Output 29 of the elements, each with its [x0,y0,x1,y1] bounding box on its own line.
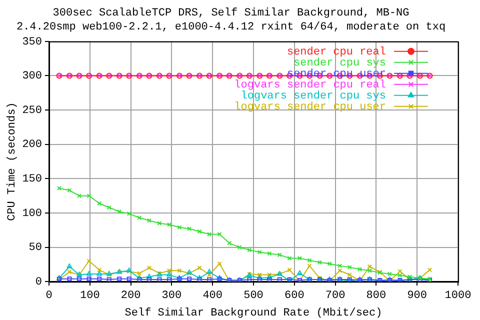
x-tick-label: 700 [325,290,346,302]
y-tick-label: 50 [28,242,42,254]
y-tick-label: 0 [35,276,42,289]
y-tick-label: 100 [22,208,42,220]
x-tick-label: 400 [202,290,223,302]
x-tick-label: 300 [162,290,182,302]
chart-subtitle: 2.4.20smp web100-2.2.1, e1000-4.4.12 rxint 64/64, moderate on txq [16,22,446,34]
y-axis-title: CPU Time (seconds) [6,102,19,221]
chart-title: 300sec ScalableTCP DRS, Self Similar Background, MB-NG [52,8,410,20]
legend-label: sender cpu user [286,68,386,80]
x-tick-label: 100 [80,290,100,302]
legend-label: logvars sender cpu user [234,101,386,114]
x-tick-label: 1000 [444,290,472,302]
x-tick-label: 0 [46,290,52,302]
legend-label: logvars sender cpu real [234,79,386,92]
legend-label: sender cpu real [286,46,386,58]
y-tick-label: 200 [22,139,42,152]
legend-label: sender cpu sys [294,57,386,70]
x-tick-label: 900 [407,290,428,302]
x-tick-label: 500 [244,290,264,302]
y-tick-label: 300 [22,70,42,83]
y-tick-label: 350 [22,36,42,48]
y-tick-label: 250 [22,104,42,117]
y-tick-label: 150 [22,174,42,186]
legend-label: logvars sender cpu sys [240,90,386,102]
x-tick-label: 600 [284,290,304,302]
x-axis-title: Self Similar Background Rate (Mbit/sec) [124,307,382,320]
x-tick-label: 800 [366,290,386,302]
x-tick-label: 200 [120,290,141,302]
